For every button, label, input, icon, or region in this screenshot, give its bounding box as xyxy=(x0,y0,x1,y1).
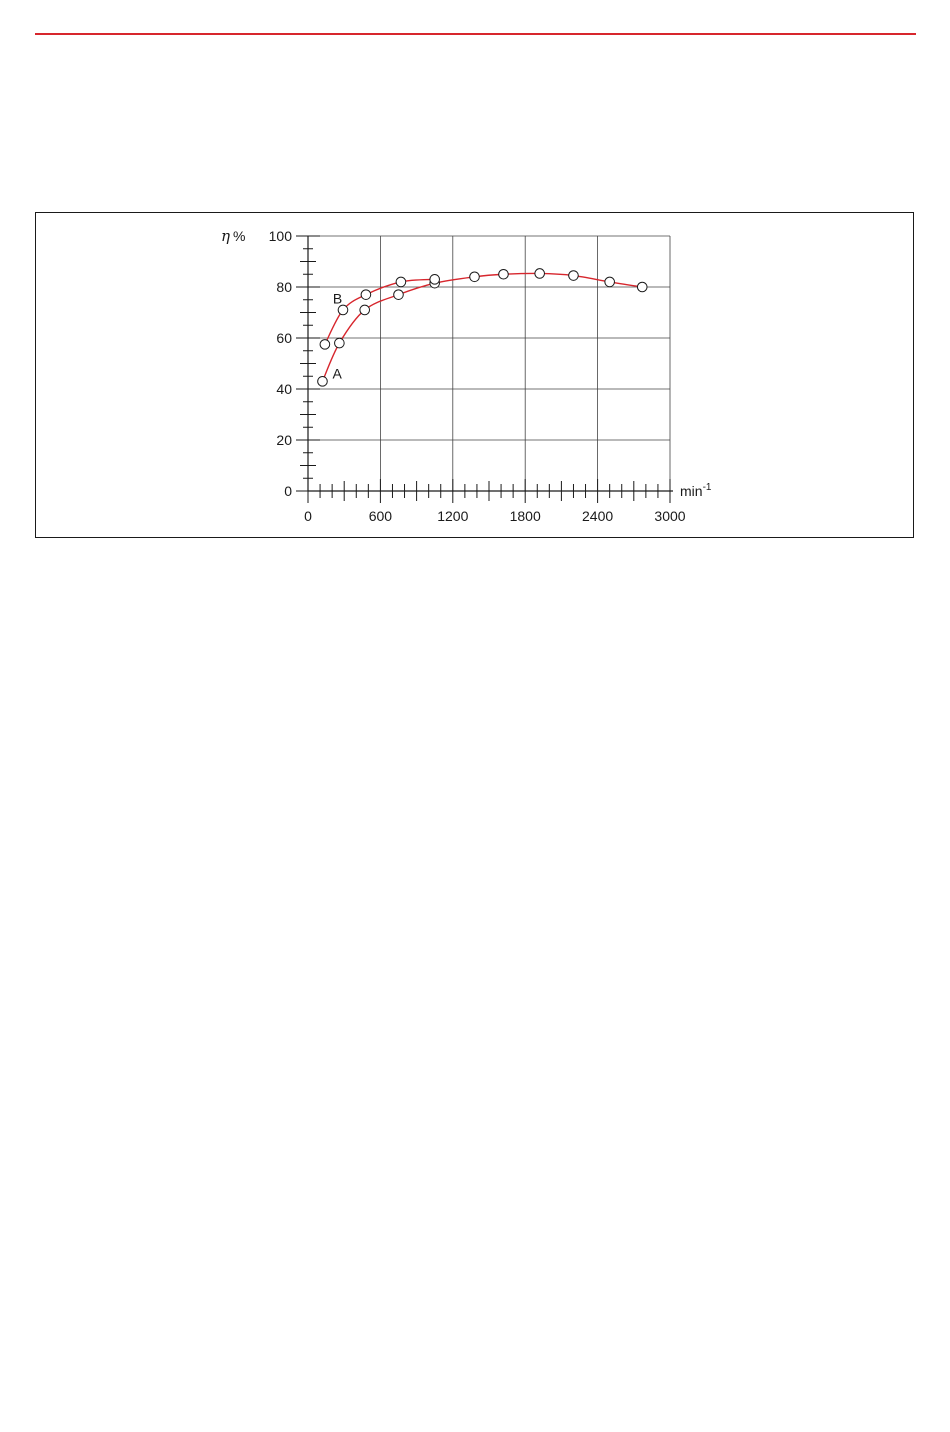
x-axis-unit: min xyxy=(680,483,703,499)
x-tick-label: 600 xyxy=(369,508,393,524)
data-point-b xyxy=(429,274,441,285)
y-tick-label: 60 xyxy=(276,330,292,346)
figure-frame: η % min-1 0 20 40 60 80 100 0 600 1200 1800 2400 30… xyxy=(35,212,914,538)
series-label-a: A xyxy=(332,365,342,381)
data-point-b xyxy=(395,276,407,288)
y-tick-label: 0 xyxy=(284,483,292,499)
data-point-a xyxy=(359,304,371,316)
labels: η % min-1 0 20 40 60 80 100 0 600 1200 1800 2400 30… xyxy=(221,227,712,524)
y-axis-symbol: η xyxy=(221,227,230,245)
data-point-a xyxy=(469,271,480,283)
series-label-b: B xyxy=(333,290,342,306)
data-point-a xyxy=(636,281,648,293)
data-point-b xyxy=(360,289,372,300)
grid xyxy=(308,235,671,491)
series xyxy=(317,268,648,387)
x-axis-label: min-1 xyxy=(680,482,712,499)
data-point-b xyxy=(319,339,331,350)
series-line-a xyxy=(321,272,643,382)
data-point-b xyxy=(337,304,349,316)
x-tick-label: 2400 xyxy=(582,508,613,524)
data-point-a xyxy=(534,268,545,279)
y-tick-label: 20 xyxy=(276,432,292,448)
header-rule xyxy=(35,33,916,35)
y-axis-unit: % xyxy=(233,228,245,244)
data-point-a xyxy=(498,268,509,280)
x-tick-label: 3000 xyxy=(654,508,685,524)
data-point-a xyxy=(604,276,615,288)
efficiency-chart: η % min-1 0 20 40 60 80 100 0 600 1200 1800 2400 30… xyxy=(221,227,712,524)
data-point-a xyxy=(393,289,404,300)
x-tick-label: 1800 xyxy=(510,508,541,524)
x-tick-label: 1200 xyxy=(437,508,468,524)
y-tick-label: 80 xyxy=(276,279,292,295)
x-tick-label: 0 xyxy=(304,508,312,524)
y-tick-label: 100 xyxy=(269,228,293,244)
data-point-a xyxy=(317,376,328,387)
x-axis-unit-exponent: -1 xyxy=(703,482,712,493)
y-tick-label: 40 xyxy=(276,381,292,397)
axes xyxy=(296,235,673,503)
data-point-a xyxy=(568,270,579,281)
data-point-a xyxy=(334,337,345,349)
